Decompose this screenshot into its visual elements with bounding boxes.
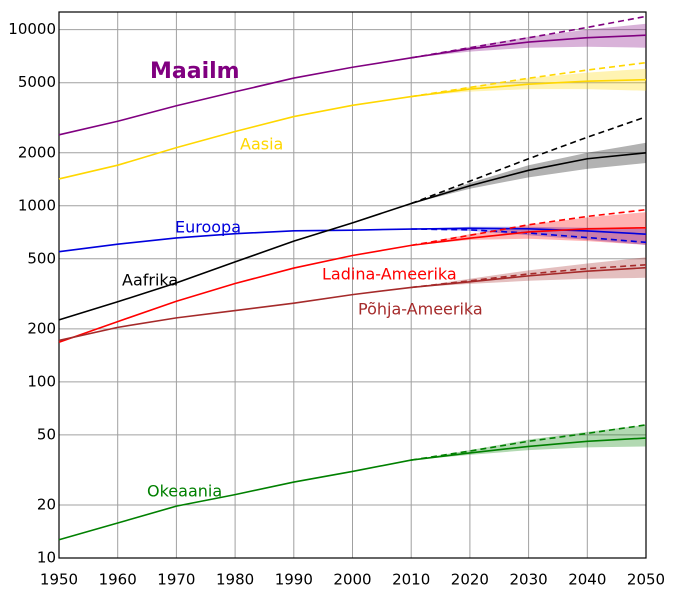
y-tick-label: 100 — [27, 372, 56, 390]
x-tick-label: 2000 — [333, 571, 371, 589]
y-tick-label: 500 — [27, 249, 56, 267]
series-line — [58, 226, 647, 343]
x-tick-label: 2030 — [510, 571, 548, 589]
lines — [58, 15, 647, 541]
y-tick-label: 10 — [37, 549, 56, 567]
series-line — [58, 151, 647, 321]
y-tick-label: 20 — [37, 495, 56, 513]
series-line — [58, 437, 647, 541]
series-line — [58, 227, 647, 253]
y-tick-label: 50 — [37, 425, 56, 443]
uncertainty-band — [411, 424, 646, 461]
series-label: Maailm — [150, 59, 240, 84]
x-tick-label: 2050 — [627, 571, 665, 589]
series-label: Okeaania — [147, 482, 222, 501]
projection-line — [410, 116, 647, 205]
x-tick-label: 1960 — [99, 571, 137, 589]
x-tick-label: 1970 — [157, 571, 195, 589]
x-tick-label: 2040 — [568, 571, 606, 589]
plot-frame — [58, 11, 647, 559]
series-line — [58, 266, 647, 342]
y-tick-label: 1000 — [18, 196, 56, 214]
projection-line — [411, 228, 647, 244]
uncertainty-band — [411, 257, 646, 288]
y-tick-label: 10000 — [8, 20, 56, 38]
x-tick-label: 1950 — [40, 571, 78, 589]
series-label: Ladina-Ameerika — [322, 265, 457, 284]
series-label: Aafrika — [122, 271, 178, 290]
series-label: Aasia — [240, 135, 283, 154]
labels: Maailm Aasia Euroopa Aafrika Ladina-Ameerika… — [122, 59, 483, 501]
x-tick-label: 2020 — [451, 571, 489, 589]
x-tick-label: 2010 — [392, 571, 430, 589]
y-tick-label: 200 — [27, 319, 56, 337]
y-tick-label: 5000 — [18, 73, 56, 91]
series-line — [58, 34, 647, 136]
x-tick-label: 1980 — [216, 571, 254, 589]
series-label: Euroopa — [175, 218, 241, 237]
series-label: Põhja-Ameerika — [358, 300, 483, 319]
series-line — [58, 78, 647, 180]
y-tick-label: 2000 — [18, 143, 56, 161]
x-tick-label: 1990 — [275, 571, 313, 589]
